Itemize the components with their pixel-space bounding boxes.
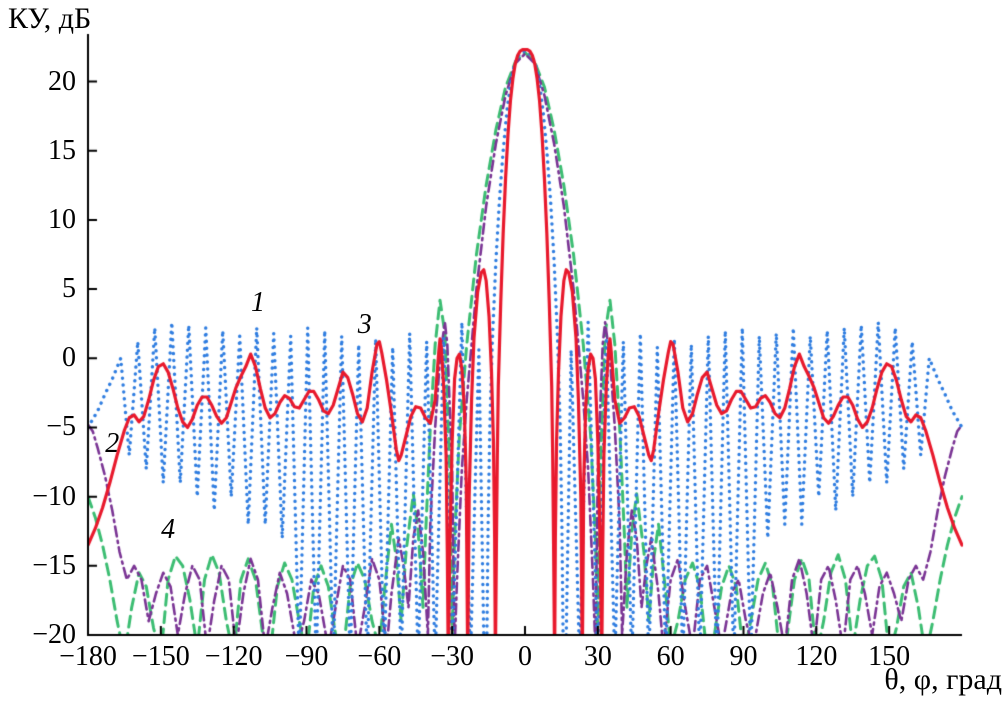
x-tick-label: −60 <box>357 641 402 672</box>
x-tick-label: −120 <box>204 641 263 672</box>
y-tick-label: 5 <box>62 273 76 305</box>
y-tick-label: 0 <box>62 342 76 374</box>
curve-label-3: 3 <box>357 309 372 341</box>
curve-label-2: 2 <box>105 428 120 460</box>
y-tick-label: −20 <box>32 619 76 650</box>
x-tick-label: 30 <box>583 641 612 672</box>
x-axis-title: θ, φ, град <box>884 663 1002 696</box>
y-tick-label: 15 <box>48 134 76 166</box>
x-tick-label: 60 <box>656 641 685 672</box>
x-tick-label: −150 <box>131 641 190 672</box>
y-tick-label: −15 <box>32 549 76 581</box>
x-tick-label: −30 <box>430 641 475 672</box>
curve-label-1: 1 <box>250 286 265 318</box>
y-axis-title: КУ, дБ <box>8 2 92 35</box>
x-tick-label: 150 <box>868 641 911 672</box>
y-tick-label: −10 <box>32 480 76 512</box>
x-tick-label: −90 <box>284 641 329 672</box>
x-tick-label: 120 <box>795 641 838 672</box>
curve-label-4: 4 <box>161 513 176 545</box>
y-tick-label: 20 <box>48 65 76 97</box>
x-tick-label: 0 <box>518 641 532 672</box>
y-tick-label: 10 <box>48 203 76 235</box>
y-tick-label: −5 <box>46 411 76 443</box>
x-tick-label: 90 <box>729 641 758 672</box>
x-tick-label: −180 <box>59 641 117 672</box>
